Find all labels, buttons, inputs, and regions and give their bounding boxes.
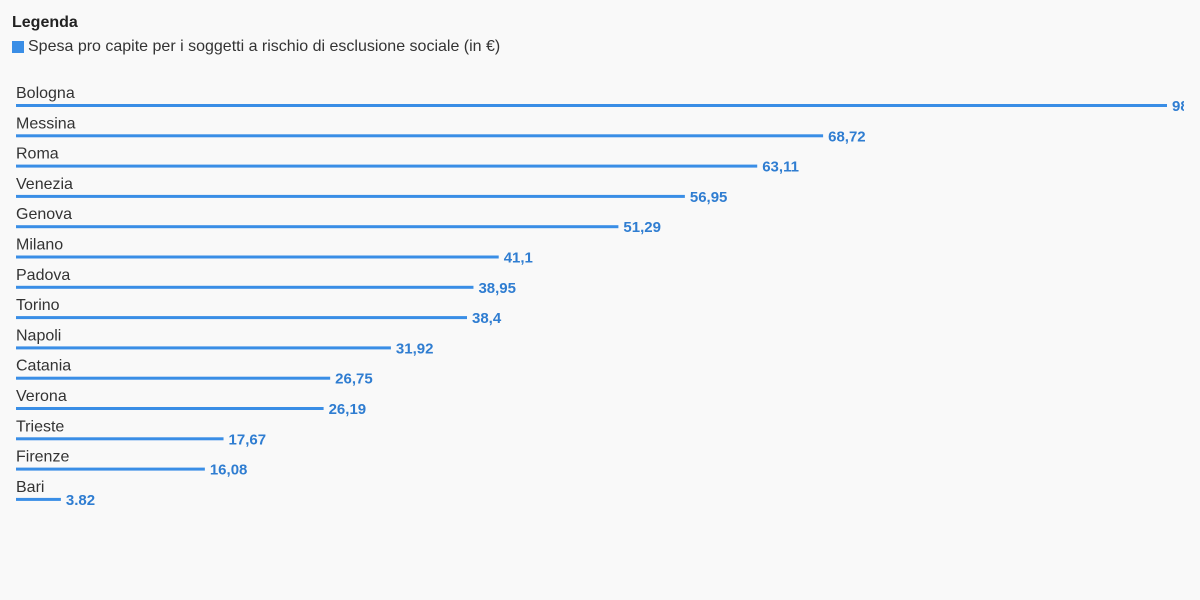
- bar: [16, 194, 685, 198]
- bar: [16, 437, 224, 441]
- value-label: 26,75: [335, 371, 373, 388]
- value-label: 17,67: [229, 431, 267, 448]
- category-label: Messina: [16, 115, 76, 132]
- category-label: Trieste: [16, 418, 64, 435]
- bar: [16, 467, 205, 471]
- category-label: Genova: [16, 206, 72, 223]
- legend-item: Spesa pro capite per i soggetti a rischi…: [12, 36, 500, 58]
- legend-title: Legenda: [12, 14, 78, 31]
- value-label: 38,4: [472, 310, 502, 327]
- value-label: 31,92: [396, 340, 434, 357]
- legend-swatch: [12, 41, 24, 53]
- category-label: Firenze: [16, 449, 69, 466]
- plot-area: Bologna 98 Messina 68,72 Roma 63,11 Venezia 56,…: [16, 85, 1189, 509]
- category-label: Padova: [16, 267, 70, 284]
- value-label: 26,19: [329, 401, 367, 418]
- bar: [16, 407, 324, 410]
- category-label: Roma: [16, 146, 59, 163]
- category-label: Napoli: [16, 327, 61, 344]
- bar: [16, 285, 474, 289]
- category-label: Bologna: [16, 85, 75, 102]
- category-label: Torino: [16, 297, 60, 314]
- value-label: 38,95: [478, 280, 516, 297]
- value-label: 63,11: [762, 159, 799, 176]
- bar: [16, 316, 468, 320]
- category-label: Milano: [16, 237, 63, 254]
- legend-item-label: Spesa pro capite per i soggetti a rischi…: [28, 38, 501, 55]
- category-label: Bari: [16, 479, 44, 496]
- value-label: 3,82: [66, 492, 95, 509]
- value-label: 68,72: [828, 128, 866, 145]
- bar: [16, 346, 391, 350]
- bar: [16, 497, 61, 501]
- bar: [16, 134, 824, 138]
- bar: [16, 104, 1167, 107]
- bar: [16, 164, 758, 168]
- value-label: 16,08: [210, 462, 248, 479]
- value-label: 56,95: [690, 189, 728, 206]
- category-label: Venezia: [16, 176, 73, 193]
- bar: [16, 225, 619, 229]
- value-label: 98: [1172, 98, 1189, 115]
- bar: [16, 255, 499, 259]
- bar: [16, 376, 331, 380]
- category-label: Catania: [16, 358, 71, 375]
- value-label: 51,29: [623, 219, 661, 236]
- legend: Legenda Spesa pro capite per i soggetti …: [12, 12, 500, 58]
- category-label: Verona: [16, 388, 67, 405]
- value-label: 41,1: [504, 250, 533, 267]
